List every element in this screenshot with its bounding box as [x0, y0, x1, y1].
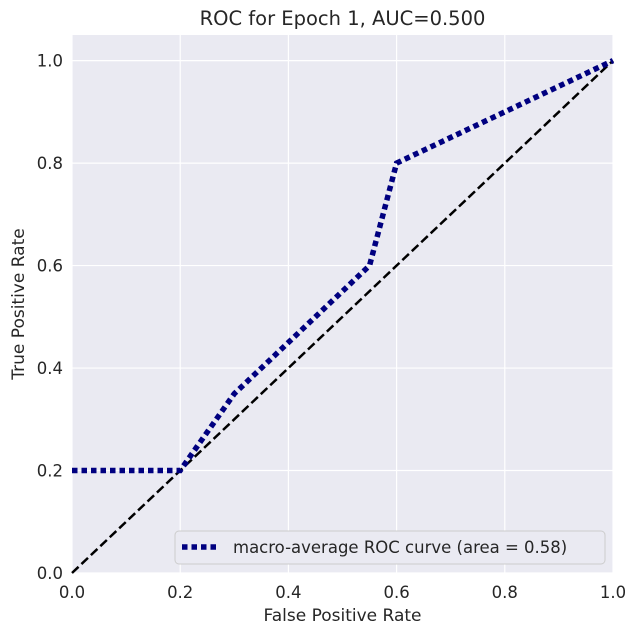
grid: [71, 35, 614, 574]
diagonal-reference-line: [71, 59, 614, 574]
y-tick-label: 0.4: [37, 359, 63, 378]
series-layer: [71, 58, 615, 574]
y-tick-label: 0.0: [37, 564, 63, 583]
x-tick-label: 0.4: [275, 583, 301, 602]
x-tick-label: 0.0: [59, 583, 85, 602]
y-tick-label: 0.8: [37, 154, 63, 173]
y-tick-label: 0.2: [37, 462, 63, 481]
y-tick-label: 0.6: [37, 257, 63, 276]
x-tick-label: 0.8: [492, 583, 518, 602]
y-tick-label: 1.0: [37, 52, 63, 71]
chart-title: ROC for Epoch 1, AUC=0.500: [200, 7, 486, 30]
x-axis-label: False Positive Rate: [264, 606, 422, 626]
plot-area: [72, 35, 613, 573]
x-ticks: 0.0 0.2 0.4 0.6 0.8 1.0: [59, 583, 626, 602]
y-axis-label: True Positive Rate: [9, 228, 29, 380]
x-tick-label: 1.0: [600, 583, 626, 602]
legend-box: [174, 530, 606, 565]
legend: macro-average ROC curve (area = 0.58): [174, 530, 606, 565]
legend-label-macro-average: macro-average ROC curve (area = 0.58): [233, 538, 567, 557]
y-ticks: 0.0 0.2 0.4 0.6 0.8 1.0: [37, 52, 63, 583]
macro-average-roc-line: [72, 58, 615, 474]
x-tick-label: 0.6: [383, 583, 409, 602]
x-tick-label: 0.2: [167, 583, 193, 602]
